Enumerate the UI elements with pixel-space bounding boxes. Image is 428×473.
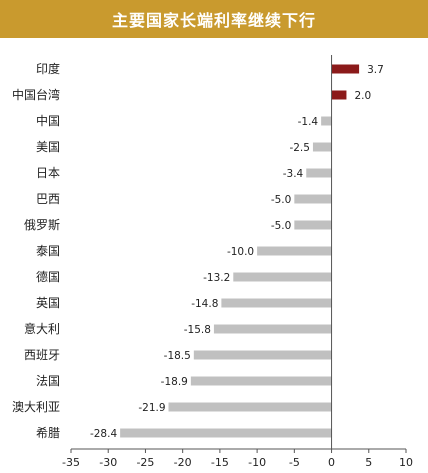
bar	[233, 272, 332, 282]
data-label: -18.5	[164, 350, 191, 362]
category-label: 中国台湾	[12, 87, 60, 102]
category-label: 法国	[36, 374, 60, 388]
category-label: 俄罗斯	[24, 218, 60, 232]
bar	[306, 168, 332, 178]
x-tick-label: 0	[328, 456, 335, 469]
x-tick-label: -30	[99, 456, 117, 469]
x-tick-label: 5	[365, 456, 372, 469]
data-label: -10.0	[227, 246, 254, 258]
bar	[321, 116, 332, 126]
data-label: -21.9	[138, 402, 165, 414]
data-label: -13.2	[203, 272, 230, 284]
x-tick-label: -35	[62, 456, 80, 469]
x-tick-label: -25	[136, 456, 154, 469]
bar	[331, 90, 347, 100]
category-label: 澳大利亚	[12, 400, 60, 414]
category-label: 美国	[36, 140, 60, 154]
chart-title-banner: 主要国家长端利率继续下行	[0, 0, 428, 38]
bar	[294, 194, 332, 204]
data-label: -28.4	[90, 428, 117, 440]
category-label: 印度	[36, 61, 60, 76]
data-label: -15.8	[184, 324, 211, 336]
x-tick-label: -15	[211, 456, 229, 469]
x-tick-label: -10	[248, 456, 266, 469]
bar	[312, 142, 332, 152]
bar	[213, 324, 332, 334]
category-label: 日本	[36, 166, 60, 180]
bar	[331, 64, 360, 74]
data-label: -1.4	[298, 116, 319, 128]
category-label: 意大利	[24, 321, 60, 336]
category-label: 希腊	[36, 425, 60, 440]
bar	[168, 402, 332, 412]
data-label: -5.0	[271, 194, 292, 206]
x-tick-label: -5	[289, 456, 300, 469]
bar	[190, 376, 332, 386]
category-label: 巴西	[36, 192, 60, 206]
bar	[193, 350, 332, 360]
data-label: -2.5	[289, 142, 310, 154]
x-tick-label: 10	[399, 456, 413, 469]
chart-title: 主要国家长端利率继续下行	[111, 11, 316, 30]
data-label: 2.0	[354, 90, 371, 102]
category-label: 西班牙	[24, 348, 60, 362]
bar	[120, 428, 332, 438]
data-label: -14.8	[191, 298, 218, 310]
category-label: 中国	[36, 113, 60, 128]
data-label: -5.0	[271, 220, 292, 232]
x-tick-label: -20	[174, 456, 192, 469]
data-label: -18.9	[161, 376, 188, 388]
bar	[257, 246, 332, 256]
data-label: 3.7	[367, 64, 384, 76]
category-label: 德国	[36, 269, 60, 284]
data-label: -3.4	[283, 168, 304, 180]
bar	[221, 298, 332, 308]
bar	[294, 220, 332, 230]
category-label: 英国	[36, 296, 60, 310]
category-label: 泰国	[36, 244, 60, 258]
